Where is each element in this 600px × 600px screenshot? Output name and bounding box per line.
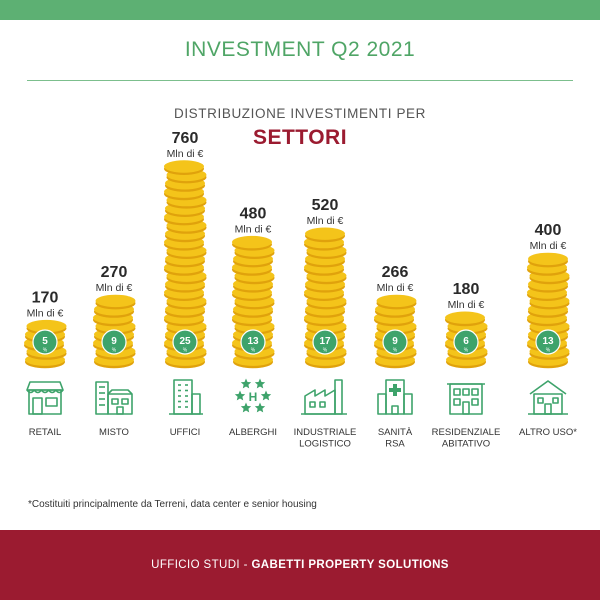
chart-subtitle-strong: SETTORI [252,126,348,149]
svg-text:H: H [249,390,258,404]
percent-badge: 9% [101,329,127,355]
unit-label: Mln di € [235,223,272,235]
category-label: ABITATIVO [442,439,490,450]
value-label: 180 [453,281,480,298]
store-icon [26,381,64,415]
footer-company: GABETTI PROPERTY SOLUTIONS [251,559,449,571]
value-label: 170 [32,289,59,306]
category-label: LOGISTICO [299,439,351,450]
category-label: SANITÀ [378,427,413,438]
percent-symbol: % [251,348,256,354]
title-divider [27,80,573,81]
house-icon [528,380,568,415]
office-building-icon [169,379,203,415]
percent-symbol: % [464,348,469,354]
mixed-buildings-icon [95,381,133,415]
residential-building-icon [447,383,485,415]
category-label: UFFICI [170,427,201,438]
value-label: 400 [535,222,562,239]
percent-badge: 5% [32,329,58,355]
percent-value: 13 [542,336,554,347]
percent-badge: 25% [172,329,198,355]
page-title: INVESTMENT Q2 2021 [184,38,416,61]
percent-badge: 6% [453,329,479,355]
percent-symbol: % [546,348,551,354]
footer-bar: UFFICIO STUDI - GABETTI PROPERTY SOLUTIO… [0,530,600,600]
footer-prefix: UFFICIO STUDI - [151,559,252,571]
unit-label: Mln di € [448,299,485,311]
value-label: 760 [172,130,199,147]
unit-label: Mln di € [27,307,64,319]
percent-value: 9 [392,336,398,347]
value-label: 480 [240,205,267,222]
hospital-icon [377,379,413,415]
footnote: *Costituiti principalmente da Terreni, d… [28,499,317,510]
hotel-stars-icon: H [234,378,272,413]
unit-label: Mln di € [167,148,204,160]
category-label: ALBERGHI [229,427,277,438]
percent-value: 9 [111,336,117,347]
percent-symbol: % [323,348,328,354]
percent-symbol: % [393,348,398,354]
top-color-bar [0,0,600,20]
category-label: RETAIL [29,427,62,438]
category-label: INDUSTRIALE [294,427,357,438]
category-label: RESIDENZIALE [432,427,501,438]
category-label: ALTRO USO* [519,427,577,438]
percent-value: 6 [463,336,469,347]
chart-subtitle: DISTRIBUZIONE INVESTIMENTI PER [173,106,427,121]
percent-symbol: % [183,348,188,354]
unit-label: Mln di € [377,282,414,294]
percent-badge: 9% [382,329,408,355]
category-label: RSA [385,439,405,450]
percent-symbol: % [112,348,117,354]
category-label: MISTO [99,427,129,438]
unit-label: Mln di € [307,215,344,227]
percent-value: 25 [179,336,191,347]
percent-symbol: % [43,348,48,354]
percent-badge: 13% [240,329,266,355]
percent-badge: 17% [312,329,338,355]
percent-value: 5 [42,336,48,347]
unit-label: Mln di € [530,240,567,252]
percent-value: 13 [247,336,259,347]
factory-icon [301,379,347,415]
unit-label: Mln di € [96,282,133,294]
percent-value: 17 [319,336,331,347]
value-label: 270 [101,264,128,281]
percent-badge: 13% [535,329,561,355]
value-label: 520 [312,197,339,214]
value-label: 266 [382,264,409,281]
